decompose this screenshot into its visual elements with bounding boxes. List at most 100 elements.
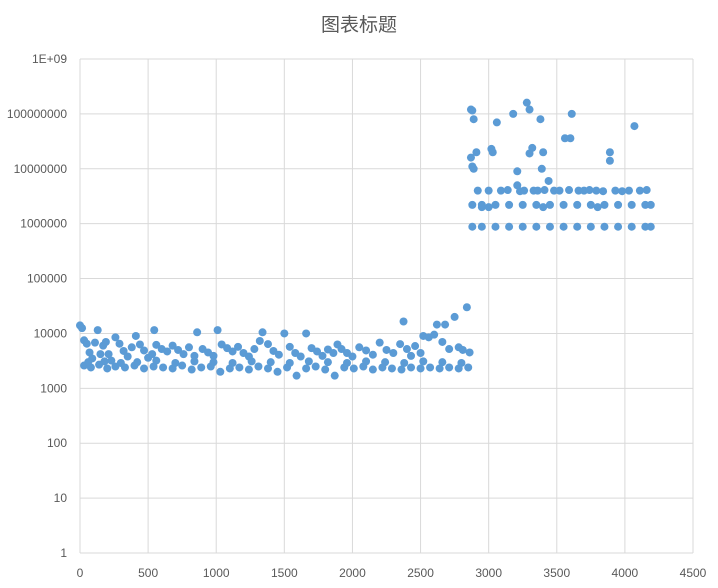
data-point [292,371,301,380]
data-point [599,187,608,196]
data-point [539,148,548,157]
data-point [152,340,161,349]
x-axis-ticks: 0 500 1000 1500 2000 2500 3000 3500 4000 4500 [77,566,707,580]
data-point [646,200,655,209]
data-point [600,200,609,209]
data-point [605,156,614,165]
data-point [624,186,633,195]
data-point [349,364,358,373]
data-point [234,342,243,351]
data-point [435,364,444,373]
data-point [445,345,454,354]
data-point [468,200,477,209]
data-point [140,364,149,373]
data-point [193,328,202,337]
data-point [362,357,371,366]
data-point [400,358,409,367]
data-point [179,350,188,359]
data-point [536,115,545,124]
data-point [416,364,425,373]
data-point [302,364,311,373]
data-point [111,333,120,342]
data-point [184,343,193,352]
data-point [565,186,574,195]
x-tick-label: 3000 [475,566,502,580]
data-point [528,143,537,152]
data-point [330,371,339,380]
data-point [518,222,527,231]
data-point [464,363,473,372]
data-point [533,186,542,195]
data-point [559,222,568,231]
data-point [513,167,522,176]
data-point [368,350,377,359]
y-tick-label: 1E+09 [32,52,67,66]
chart-title: 图表标题 [321,14,397,36]
data-point [389,349,398,358]
data-point [209,358,218,367]
data-point [321,365,330,374]
data-point [216,367,225,376]
data-point [465,348,474,357]
data-point [492,118,501,127]
data-point [150,326,159,335]
y-tick-label: 10000 [34,326,68,340]
x-tick-label: 1000 [203,566,230,580]
data-point [402,345,411,354]
data-point [235,363,244,372]
data-point [458,345,467,354]
data-point [567,109,576,118]
data-point [228,347,237,356]
data-point [457,358,466,367]
data-point [258,328,267,337]
data-point [381,358,390,367]
data-point [285,358,294,367]
data-point [430,330,439,339]
data-point [605,148,614,157]
x-tick-label: 4000 [612,566,639,580]
data-point [520,186,529,195]
data-point [484,186,493,195]
data-point [209,351,218,360]
data-point [593,203,602,212]
data-point [84,358,93,367]
data-point [116,358,125,367]
x-tick-label: 2500 [407,566,434,580]
data-point [438,337,447,346]
y-tick-label: 10 [54,491,68,505]
data-point [82,339,91,348]
x-tick-label: 4500 [680,566,707,580]
data-point [635,186,644,195]
data-point [178,361,187,370]
data-point [313,347,322,356]
data-point [250,345,259,354]
data-point [462,303,471,312]
data-point [382,345,391,354]
data-point [532,200,541,209]
data-point [103,364,112,373]
data-point [592,186,601,195]
data-point [263,364,272,373]
data-point [441,320,450,329]
data-point [273,367,282,376]
data-point [228,358,237,367]
grid [79,58,694,554]
data-point [78,324,87,333]
data-point [540,186,549,195]
data-point [469,115,478,124]
data-point [509,109,518,118]
data-point [586,222,595,231]
y-tick-label: 1 [60,546,67,560]
data-point [375,338,384,347]
data-point [399,317,408,326]
data-point [450,312,459,321]
data-point [96,350,105,359]
data-point [123,352,132,361]
data-point [135,340,144,349]
data-point [505,200,514,209]
data-point [585,186,594,195]
data-point [614,200,623,209]
data-point [152,356,161,365]
